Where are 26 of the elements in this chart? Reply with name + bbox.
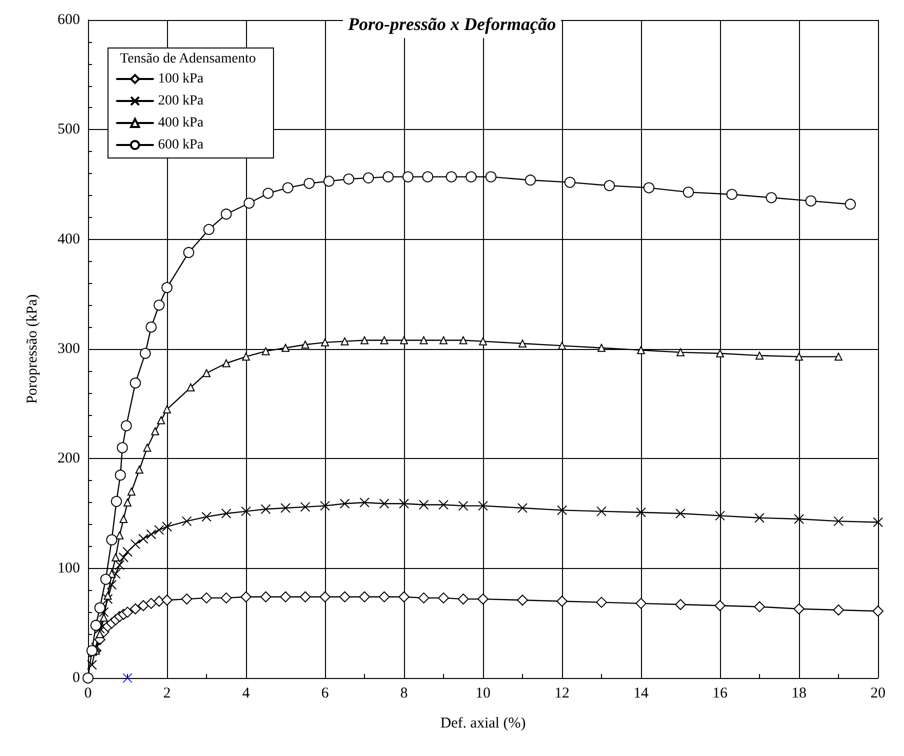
- y-tick-label: 600: [58, 12, 80, 28]
- x-axis-title: Def. axial (%): [440, 716, 526, 732]
- y-tick-label: 300: [58, 341, 80, 357]
- y-tick-label: 400: [58, 231, 80, 248]
- x-tick-label: 10: [476, 686, 490, 702]
- x-tick-label: 4: [242, 686, 250, 702]
- y-tick-label: 200: [58, 450, 80, 467]
- y-tick-label: 100: [58, 560, 80, 576]
- x-tick-label: 8: [400, 686, 408, 702]
- legend-title: Tensão de Adensamento: [120, 52, 256, 66]
- legend-label: 600 kPa: [158, 138, 204, 152]
- x-tick-label: 0: [84, 686, 92, 702]
- y-tick-label: 500: [58, 122, 80, 138]
- x-tick-label: 16: [712, 686, 728, 702]
- x-tick-label: 6: [321, 686, 330, 702]
- x-tick-label: 20: [870, 686, 886, 702]
- y-tick-label: 0: [72, 670, 80, 686]
- legend-label: 400 kPa: [158, 116, 204, 130]
- x-tick-label: 12: [554, 686, 570, 702]
- chart-title: Poro-pressão x Deformação: [347, 14, 556, 34]
- legend-label: 100 kPa: [158, 72, 204, 86]
- x-tick-label: 18: [792, 686, 806, 702]
- x-tick-label: 2: [163, 686, 171, 702]
- legend-label: 200 kPa: [158, 94, 204, 108]
- x-tick-label: 14: [634, 686, 649, 702]
- y-axis-title: Poropressão (kPa): [24, 294, 40, 404]
